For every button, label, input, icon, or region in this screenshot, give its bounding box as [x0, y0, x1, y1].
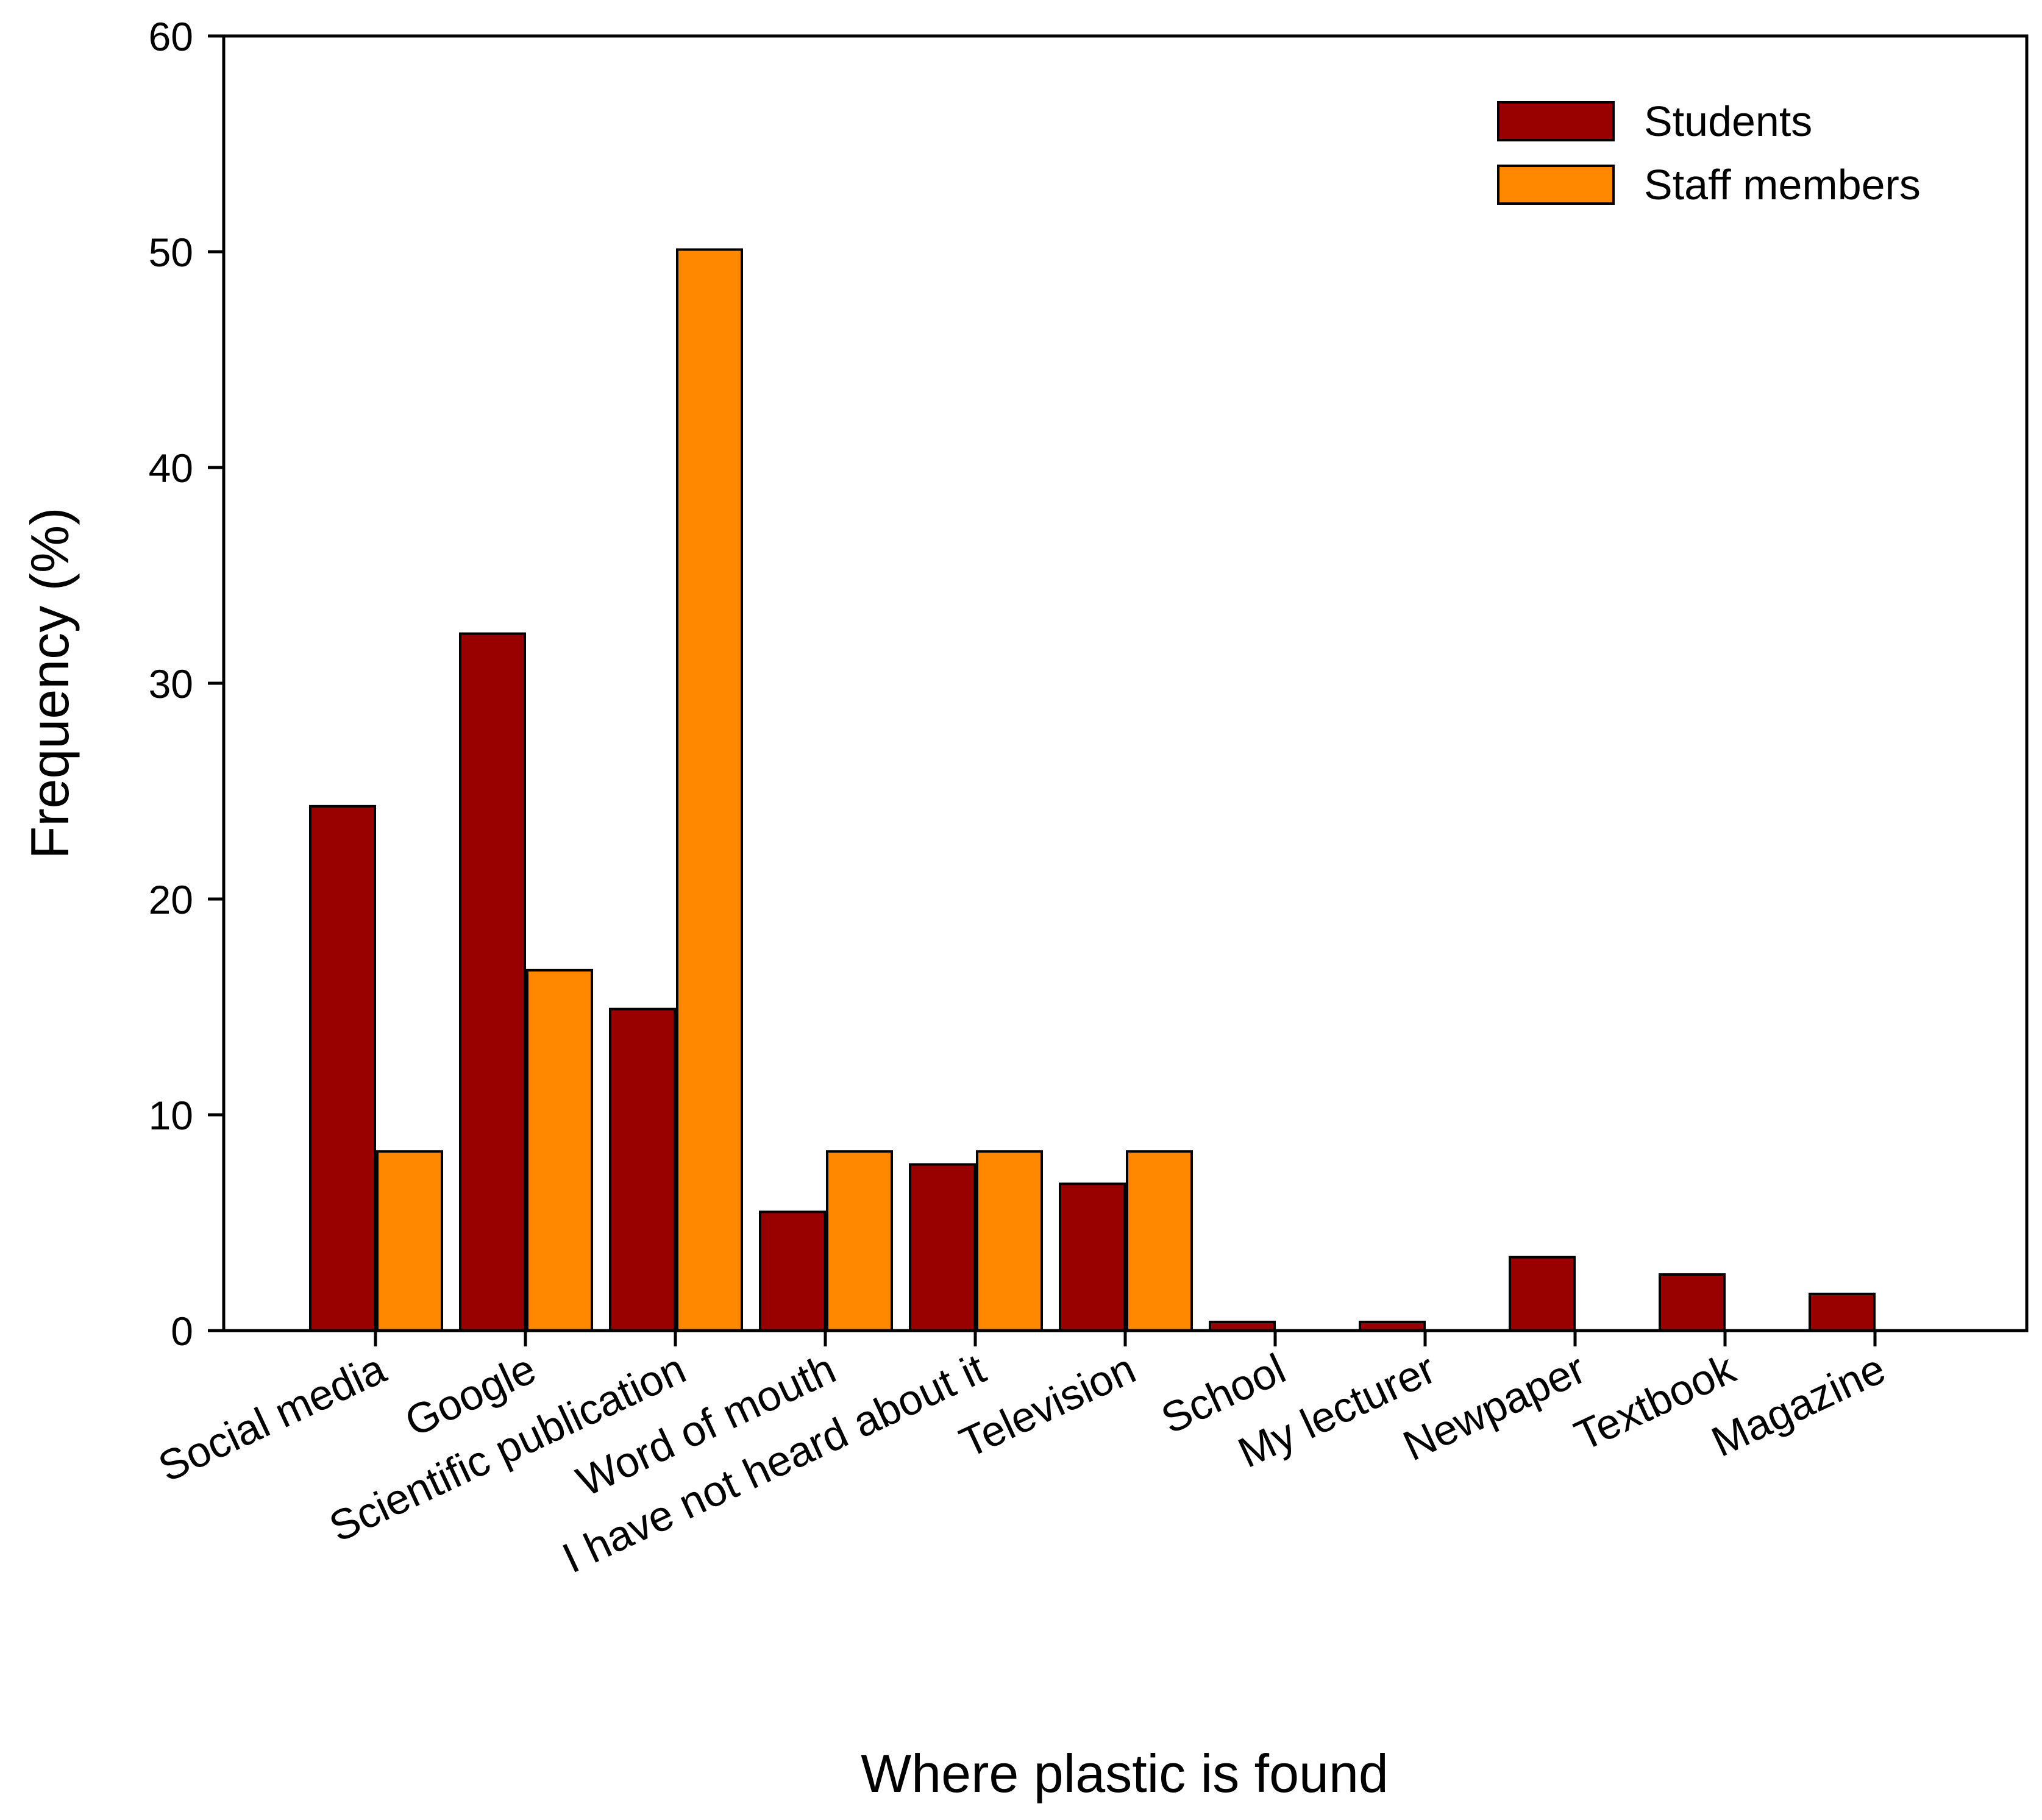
legend-label-staff-members: Staff members: [1644, 161, 1921, 208]
bar-staff-members-google: [526, 969, 593, 1332]
x-axis-title: Where plastic is found: [861, 1743, 1389, 1804]
bar-students-i-have-not-heard-about-it: [909, 1163, 976, 1332]
x-tick-label-social-media: Social media: [151, 1345, 393, 1491]
bar-staff-members-social-media: [376, 1150, 443, 1332]
y-tick-label: 30: [149, 661, 193, 706]
y-tick-label: 10: [149, 1093, 193, 1138]
legend: Students Staff members: [1497, 98, 1921, 208]
bar-students-scientific-publication: [609, 1008, 676, 1332]
bar-students-google: [459, 632, 526, 1332]
y-tick-label: 50: [149, 230, 193, 275]
bar-students-word-of-mouth: [759, 1210, 826, 1332]
legend-swatch-staff-members: [1497, 165, 1615, 205]
bar-staff-members-i-have-not-heard-about-it: [976, 1150, 1043, 1332]
bar-students-newpaper: [1509, 1256, 1576, 1332]
y-axis: 0 10 20 30 40 50 60: [149, 14, 224, 1354]
bar-students-social-media: [309, 805, 376, 1332]
x-tick-label-television: Television: [953, 1345, 1143, 1467]
y-tick-label: 0: [171, 1309, 193, 1354]
bar-students-magazine: [1809, 1292, 1876, 1332]
bar-staff-members-scientific-publication: [676, 248, 743, 1332]
bar-students-television: [1059, 1182, 1126, 1332]
bar-staff-members-word-of-mouth: [826, 1150, 893, 1332]
y-tick-label: 40: [149, 446, 193, 491]
legend-label-students: Students: [1644, 98, 1812, 145]
bar-staff-members-television: [1126, 1150, 1193, 1332]
legend-swatch-students: [1497, 101, 1615, 141]
y-axis-title: Frequency (%): [20, 507, 80, 859]
bar-students-textbook: [1659, 1273, 1726, 1332]
x-tick-label-magazine: Magazine: [1704, 1345, 1892, 1466]
y-tick-label: 60: [149, 14, 193, 59]
bars-layer: [309, 248, 1876, 1332]
y-tick-label: 20: [149, 877, 193, 922]
